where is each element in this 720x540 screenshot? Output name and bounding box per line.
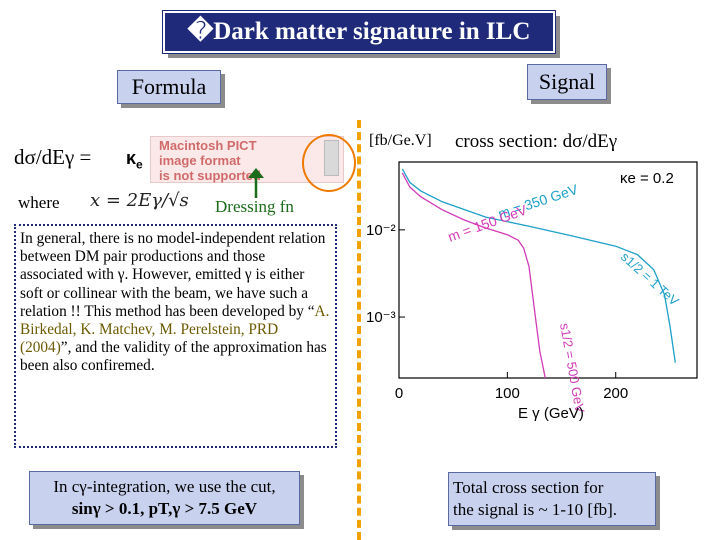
where-label: where (18, 193, 60, 212)
total-cross-section-box: Total cross section for the signal is ~ … (448, 472, 656, 526)
x-axis-label: E γ (GeV) (518, 405, 584, 422)
explanation-box: In general, there is no model-independen… (14, 224, 337, 448)
slide-title: �Dark matter signature in ILC (162, 10, 556, 54)
placeholder-line-1: Macintosh PICT (159, 138, 257, 153)
curve-label-s500: s1/2 = 500 GeV (557, 322, 588, 414)
placeholder-line-3: is not supported (159, 168, 261, 183)
unit-label: [fb/Ge.V] (369, 132, 432, 149)
kappa-annotation: κe = 0.2 (620, 170, 674, 187)
placeholder-line-2: image format (159, 153, 241, 168)
x-definition: x = 2Eγ/√s (90, 190, 189, 211)
explanation-text-2: ”, and the validity of the approximation… (20, 339, 327, 375)
curve-label-s1tev: s1/2 = 1 TeV (618, 249, 682, 309)
cut-box: In cγ-integration, we use the cut, sinγ … (29, 471, 300, 525)
signal-label: Signal (527, 64, 607, 100)
x-tick-label: 200 (603, 385, 628, 402)
y-tick-label: 10⁻³ (366, 309, 396, 326)
highlight-circle (302, 134, 356, 192)
up-arrow-icon (248, 168, 264, 198)
reference-citation: A. Birkedal, K. Matchev, M. Perelstein, … (20, 302, 330, 357)
vertical-divider (357, 120, 361, 540)
kappa-subscript: e (136, 157, 143, 172)
dressing-fn-label: Dressing fn (215, 197, 294, 216)
plot-frame (398, 161, 698, 379)
formula-lhs: dσ/dEγ = (14, 145, 92, 169)
formula-label: Formula (117, 70, 221, 104)
series-line-0 (401, 172, 546, 379)
x-tick-label: 0 (395, 385, 403, 402)
cut-line-1: In cγ-integration, we use the cut, (53, 477, 276, 496)
cut-line-2: sinγ > 0.1, pT,γ > 7.5 GeV (71, 499, 258, 518)
total-line-2: the signal is ~ 1-10 [fb]. (453, 500, 618, 519)
x-tick-label: 100 (495, 385, 520, 402)
kappa-letter: κ (126, 148, 137, 168)
y-tick-label: 10⁻² (366, 222, 396, 239)
explanation-text-1: In general, there is no model-independen… (20, 230, 326, 320)
series-line-1 (401, 168, 676, 363)
total-line-1: Total cross section for (453, 478, 604, 497)
kappa-symbol: κe (126, 148, 143, 172)
cross-section-label: cross section: dσ/dEγ (455, 131, 618, 152)
